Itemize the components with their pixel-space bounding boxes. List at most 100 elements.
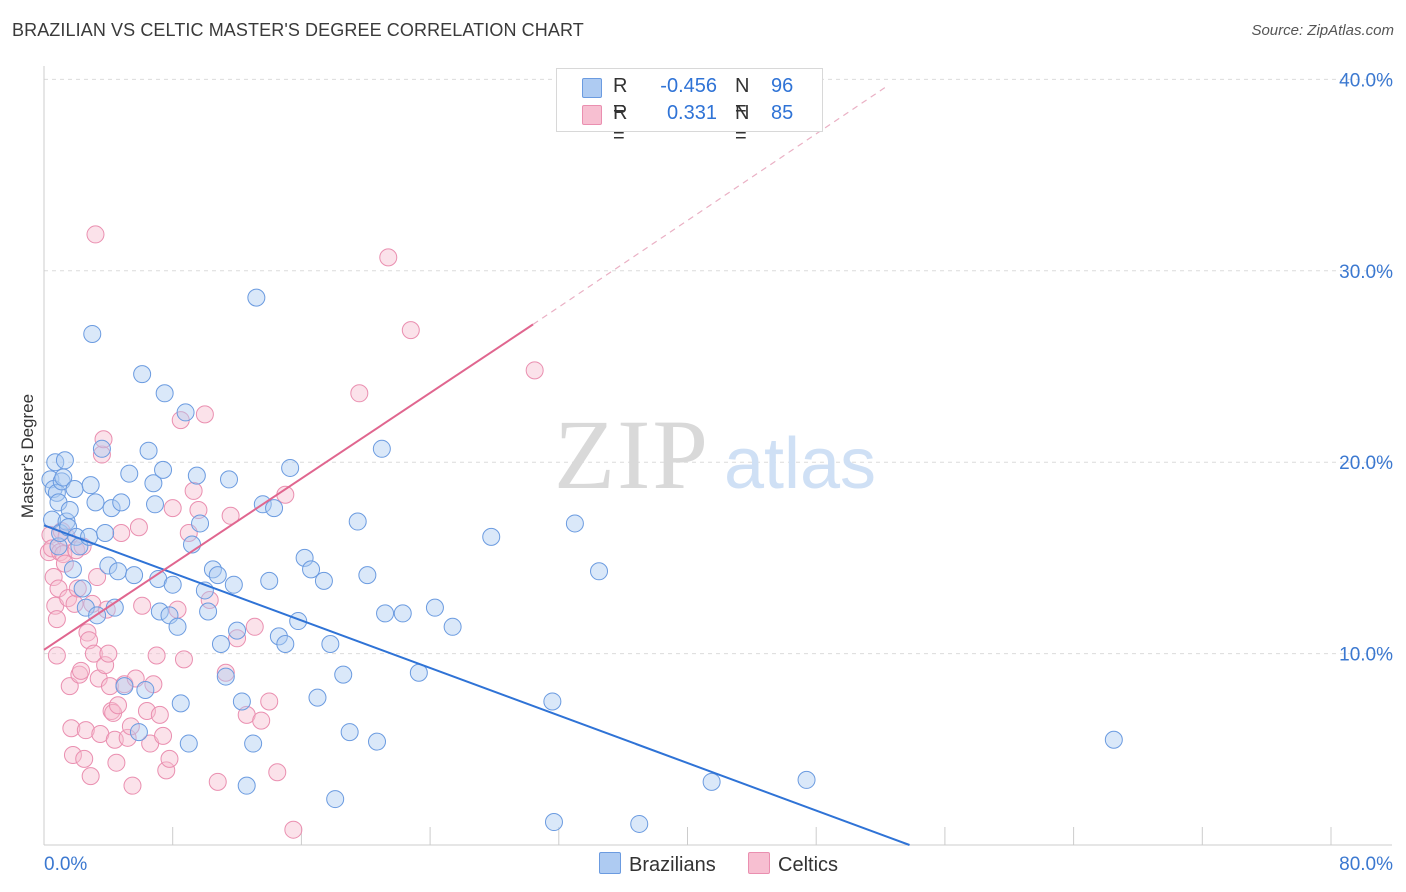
celtics-point	[63, 746, 82, 765]
brazilian-point	[112, 493, 131, 512]
brazilian-point	[144, 474, 163, 493]
grid-lines	[44, 78, 1392, 655]
celtics-point	[44, 568, 63, 587]
celtics-point	[84, 644, 103, 663]
brazilian-point	[102, 499, 121, 518]
celtics-point	[112, 524, 131, 543]
brazilian-point	[224, 575, 243, 594]
brazilian-point	[99, 556, 118, 575]
celtics-point	[160, 749, 179, 768]
brazilian-point	[208, 566, 227, 585]
celtics-point	[99, 644, 118, 663]
brazilian-point	[150, 602, 169, 621]
brazilian-point	[168, 617, 187, 636]
brazilian-point	[334, 665, 353, 684]
brazilian-point	[630, 814, 649, 833]
celtics-point	[133, 596, 152, 615]
y-tick-label: 40.0%	[1339, 70, 1393, 91]
celtics-points	[39, 225, 544, 839]
celtics-point	[129, 518, 148, 537]
celtics-point	[75, 749, 94, 768]
celtics-point	[401, 321, 420, 340]
celtics-point	[76, 721, 95, 740]
brazilian-point	[247, 288, 266, 307]
brazilian-point	[55, 451, 74, 470]
legend: R = -0.456 N = 96 R = 0.331 N = 85	[556, 68, 823, 147]
celtics-point	[92, 445, 111, 464]
brazilian-point	[154, 460, 173, 479]
brazilian-point	[302, 560, 321, 579]
brazilian-point	[376, 604, 395, 623]
brazilian-point	[187, 466, 206, 485]
celtics-point	[189, 501, 208, 520]
brazilian-point	[425, 598, 444, 617]
brazilians-trend-line	[43, 524, 910, 846]
brazilian-point	[237, 776, 256, 795]
axes	[43, 66, 1392, 846]
celtics-point	[252, 711, 271, 730]
brazilian-point	[281, 458, 300, 477]
x-tick-labels: 0.0% 80.0%	[44, 854, 1393, 875]
brazilian-point	[73, 579, 92, 598]
brazilians-points	[41, 288, 1123, 833]
celtics-point	[81, 767, 100, 786]
brazilian-point	[340, 723, 359, 742]
legend-n-value: 85	[771, 102, 794, 124]
watermark-zip: ZIP	[554, 399, 710, 510]
celtics-point	[245, 617, 264, 636]
source-label: Source: ZipAtlas.com	[1251, 22, 1394, 39]
celtics-point	[208, 772, 227, 791]
celtics-point	[47, 610, 66, 629]
watermark: ZIP atlas	[554, 399, 876, 510]
legend-n-value: 96	[771, 75, 794, 97]
celtics-trend-line	[43, 323, 534, 651]
brazilian-point	[543, 692, 562, 711]
celtics-point	[228, 629, 247, 648]
bottom-legend-swatch-brazilians	[599, 852, 621, 874]
brazilian-point	[372, 439, 391, 458]
brazilian-point	[295, 548, 314, 567]
x-tick-label: 80.0%	[1339, 854, 1393, 875]
brazilian-point	[211, 635, 230, 654]
celtics-point	[94, 430, 113, 449]
celtics-point	[221, 506, 240, 525]
brazilian-point	[129, 723, 148, 742]
bottom-legend-celtics: Celtics	[748, 852, 838, 877]
legend-swatch-celtics	[582, 105, 602, 125]
celtics-point	[157, 761, 176, 780]
brazilian-point	[265, 499, 284, 518]
bottom-legend-swatch-celtics	[748, 852, 770, 874]
celtics-point	[525, 361, 544, 380]
brazilian-point	[216, 667, 235, 686]
brazilian-point	[171, 694, 190, 713]
y-tick-label: 30.0%	[1339, 262, 1393, 283]
celtics-point	[100, 677, 119, 696]
celtics-point	[150, 705, 169, 724]
celtics-point	[60, 677, 79, 696]
brazilian-point	[797, 770, 816, 789]
brazilian-point	[203, 560, 222, 579]
celtics-point	[184, 481, 203, 500]
celtics-point	[123, 776, 142, 795]
bottom-legend-label-celtics: Celtics	[778, 854, 839, 876]
brazilian-point	[83, 324, 102, 343]
celtics-point	[107, 753, 126, 772]
brazilian-point	[443, 617, 462, 636]
celtics-point	[379, 248, 398, 267]
brazilian-point	[314, 571, 333, 590]
bottom-legend-brazilians: Brazilians	[599, 852, 716, 877]
legend-n-label: N =	[735, 75, 750, 120]
bottom-legend-label-brazilians: Brazilians	[629, 854, 716, 876]
brazilian-point	[179, 734, 198, 753]
celtics-point	[163, 499, 182, 518]
celtics-point	[78, 623, 97, 642]
brazilian-point	[63, 560, 82, 579]
celtics-point	[80, 631, 99, 650]
celtics-point	[62, 719, 81, 738]
brazilian-point	[176, 403, 195, 422]
chart-title: BRAZILIAN VS CELTIC MASTER'S DEGREE CORR…	[12, 20, 584, 40]
brazilian-point	[368, 732, 387, 751]
celtics-point	[284, 820, 303, 839]
brazilian-point	[136, 680, 155, 699]
